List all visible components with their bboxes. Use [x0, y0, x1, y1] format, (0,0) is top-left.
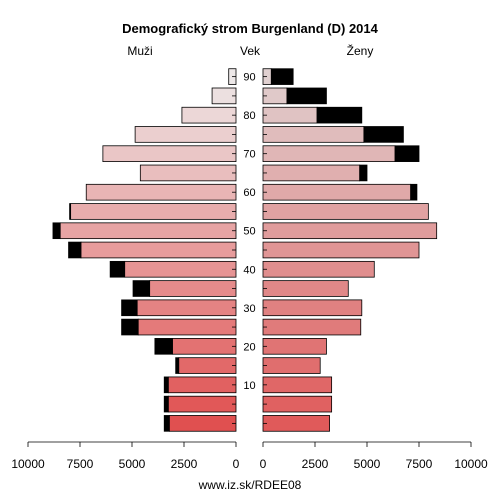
male-bar-45-49 [80, 241, 237, 259]
male-bar-80-84 [181, 106, 237, 124]
age-tick-label: 80 [243, 110, 255, 122]
female-bar-20-24 [262, 338, 327, 355]
male-bar-50-54 [59, 222, 237, 240]
x-axis-right: 2500 5000 7500 10000 0 [260, 441, 488, 471]
x-tick-label-left: 2500 [171, 457, 198, 471]
female-bar-0-4 [262, 415, 330, 432]
x-tick-label-left: 10000 [11, 457, 45, 471]
male-bar-30-34 [136, 299, 237, 317]
female-bar-45-49 [262, 241, 420, 259]
male-bar-65-69 [139, 164, 237, 182]
male-bar-70-74 [102, 145, 237, 162]
female-excess-bar-90+ [270, 68, 294, 85]
female-bar-80-84 [262, 106, 318, 124]
female-bar-40-44 [262, 260, 375, 278]
female-excess-bar-65-69 [359, 164, 368, 182]
male-bar-55-59 [70, 203, 237, 220]
age-tick-label: 20 [243, 341, 255, 353]
female-excess-bar-85-89 [286, 87, 327, 105]
male-bars [52, 68, 237, 432]
female-bar-15-19 [262, 357, 321, 374]
male-excess-bar-20-24 [154, 338, 173, 355]
female-bar-30-34 [262, 299, 363, 317]
age-tick-label: 60 [243, 187, 255, 199]
age-tick-label: 30 [243, 303, 255, 315]
x-tick-label-right: 0 [260, 457, 267, 471]
male-bar-40-44 [124, 260, 237, 278]
male-excess-bar-25-29 [121, 318, 139, 336]
male-excess-bar-35-39 [132, 280, 151, 297]
x-tick-label-left: 7500 [67, 457, 94, 471]
male-excess-bar-50-54 [52, 222, 61, 240]
male-bar-35-39 [149, 280, 237, 297]
male-bar-20-24 [172, 338, 237, 355]
female-bar-75-79 [262, 126, 365, 143]
x-tick-label-left: 5000 [119, 457, 146, 471]
male-bar-60-64 [85, 183, 237, 201]
male-excess-bar-30-34 [121, 299, 138, 317]
age-axis: 10 20 30 40 50 60 70 80 90 [232, 72, 267, 424]
female-excess-bar-80-84 [316, 106, 363, 124]
footer-url: www.iz.sk/RDEE08 [198, 478, 302, 492]
male-excess-bar-0-4 [163, 415, 170, 432]
male-excess-bar-10-14 [163, 376, 169, 394]
female-bar-60-64 [262, 183, 412, 201]
female-bar-65-69 [262, 164, 361, 182]
female-bar-55-59 [262, 203, 429, 220]
male-bar-75-79 [134, 126, 237, 143]
female-bar-25-29 [262, 318, 362, 336]
chart-title: Demografický strom Burgenland (D) 2014 [122, 21, 379, 36]
male-excess-bar-15-19 [175, 357, 180, 374]
female-bar-70-74 [262, 145, 396, 162]
male-bar-25-29 [137, 318, 237, 336]
male-bar-15-19 [178, 357, 237, 374]
male-bar-10-14 [167, 376, 237, 394]
left-label-muzi: Muži [127, 44, 152, 58]
male-bar-0-4 [169, 415, 237, 432]
female-bars [262, 68, 438, 432]
x-tick-label-left: 0 [233, 457, 240, 471]
female-bar-50-54 [262, 222, 438, 240]
female-bar-35-39 [262, 280, 349, 297]
female-bar-10-14 [262, 376, 333, 394]
male-excess-bar-45-49 [68, 241, 82, 259]
female-excess-bar-75-79 [363, 126, 404, 143]
female-excess-bar-70-74 [394, 145, 420, 162]
male-excess-bar-40-44 [109, 260, 126, 278]
x-axis-left: 10000 7500 5000 2500 0 [11, 441, 240, 471]
right-label-zeny: Ženy [347, 43, 374, 58]
female-bar-5-9 [262, 395, 333, 413]
age-tick-label: 90 [243, 72, 255, 84]
age-tick-label: 70 [243, 149, 255, 161]
x-tick-label-right: 5000 [354, 457, 381, 471]
age-tick-label: 10 [243, 380, 255, 392]
female-excess-bar-60-64 [410, 183, 418, 201]
x-tick-label-right: 2500 [302, 457, 329, 471]
x-tick-label-right: 10000 [454, 457, 488, 471]
age-tick-label: 50 [243, 226, 255, 238]
male-excess-bar-5-9 [163, 395, 169, 413]
center-label-vek: Vek [240, 44, 261, 58]
age-tick-label: 40 [243, 264, 255, 276]
x-tick-label-right: 7500 [406, 457, 433, 471]
male-bar-5-9 [167, 395, 237, 413]
